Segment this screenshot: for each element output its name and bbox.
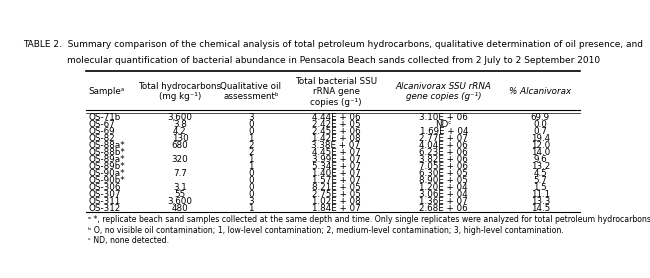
Text: OS-307: OS-307: [88, 190, 121, 199]
Text: 0: 0: [248, 169, 254, 178]
Text: 4.2: 4.2: [173, 127, 187, 136]
Text: 4.44E + 06: 4.44E + 06: [312, 113, 360, 122]
Text: 19.4: 19.4: [530, 134, 550, 143]
Text: 3.06E + 04: 3.06E + 04: [419, 190, 468, 199]
Text: 3.10E + 06: 3.10E + 06: [419, 113, 468, 122]
Text: 5.7: 5.7: [533, 176, 547, 185]
Text: 8.21E + 05: 8.21E + 05: [311, 183, 360, 192]
Text: OS-90a*: OS-90a*: [88, 169, 125, 178]
Text: 2.77E + 07: 2.77E + 07: [419, 134, 468, 143]
Text: 13.3: 13.3: [530, 197, 550, 206]
Text: ᵃ *, replicate beach sand samples collected at the same depth and time. Only sin: ᵃ *, replicate beach sand samples collec…: [88, 215, 650, 224]
Text: 1.40E + 07: 1.40E + 07: [311, 169, 360, 178]
Text: NDᶜ: NDᶜ: [436, 120, 452, 129]
Text: 3,600: 3,600: [168, 197, 192, 206]
Text: 1: 1: [248, 162, 254, 171]
Text: % Alcanivorax: % Alcanivorax: [509, 87, 571, 96]
Text: 1.69E + 04: 1.69E + 04: [419, 127, 468, 136]
Text: 11.1: 11.1: [530, 190, 550, 199]
Text: Alcanivorax SSU rRNA
gene copies (g⁻¹): Alcanivorax SSU rRNA gene copies (g⁻¹): [396, 82, 491, 101]
Text: TABLE 2.  Summary comparison of the chemical analysis of total petroleum hydroca: TABLE 2. Summary comparison of the chemi…: [23, 40, 643, 49]
Text: 4.04E + 06: 4.04E + 06: [419, 141, 468, 150]
Text: 0: 0: [248, 127, 254, 136]
Text: 69.9: 69.9: [530, 113, 550, 122]
Text: 55: 55: [174, 190, 185, 199]
Text: OS-71b: OS-71b: [88, 113, 120, 122]
Text: OS-312: OS-312: [88, 204, 120, 213]
Text: 0.0: 0.0: [533, 120, 547, 129]
Text: 0: 0: [248, 183, 254, 192]
Text: 0: 0: [248, 120, 254, 129]
Text: 3.82E + 06: 3.82E + 06: [419, 155, 468, 164]
Text: 1.57E + 07: 1.57E + 07: [311, 176, 360, 185]
Text: Qualitative oil
assessmentᵇ: Qualitative oil assessmentᵇ: [220, 82, 281, 101]
Text: 3: 3: [248, 113, 254, 122]
Text: Total hydrocarbons
(mg kg⁻¹): Total hydrocarbons (mg kg⁻¹): [138, 82, 222, 101]
Text: OS-311: OS-311: [88, 197, 120, 206]
Text: OS-89b*: OS-89b*: [88, 162, 125, 171]
Text: 0: 0: [248, 190, 254, 199]
Text: Total bacterial SSU
rRNA gene
copies (g⁻¹): Total bacterial SSU rRNA gene copies (g⁻…: [295, 77, 377, 106]
Text: OS-90b*: OS-90b*: [88, 176, 125, 185]
Text: 480: 480: [172, 204, 188, 213]
Text: 6.30E + 05: 6.30E + 05: [419, 169, 468, 178]
Text: 1.5: 1.5: [534, 183, 547, 192]
Text: 7.7: 7.7: [173, 169, 187, 178]
Text: 13.2: 13.2: [530, 162, 550, 171]
Text: ᶜ ND, none detected.: ᶜ ND, none detected.: [88, 236, 170, 245]
Text: 320: 320: [172, 155, 188, 164]
Text: 2.75E + 05: 2.75E + 05: [311, 190, 360, 199]
Text: 3.38E + 07: 3.38E + 07: [311, 141, 361, 150]
Text: 3,600: 3,600: [168, 113, 192, 122]
Text: 2.42E + 05: 2.42E + 05: [311, 120, 360, 129]
Text: Sampleᵃ: Sampleᵃ: [88, 87, 125, 96]
Text: 1.42E + 08: 1.42E + 08: [311, 134, 360, 143]
Text: 3: 3: [248, 197, 254, 206]
Text: 0.7: 0.7: [533, 127, 547, 136]
Text: 3.99E + 07: 3.99E + 07: [311, 155, 360, 164]
Text: 6.23E + 06: 6.23E + 06: [419, 148, 468, 157]
Text: 2.45E + 06: 2.45E + 06: [311, 127, 360, 136]
Text: 130: 130: [172, 134, 188, 143]
Text: 4.5: 4.5: [534, 169, 547, 178]
Text: 680: 680: [172, 141, 188, 150]
Text: 14.0: 14.0: [530, 148, 550, 157]
Text: 2: 2: [248, 141, 254, 150]
Text: OS-88a*: OS-88a*: [88, 141, 125, 150]
Text: OS-82: OS-82: [88, 134, 115, 143]
Text: 7.05E + 06: 7.05E + 06: [419, 162, 468, 171]
Text: 8.90E + 05: 8.90E + 05: [419, 176, 468, 185]
Text: OS-306: OS-306: [88, 183, 121, 192]
Text: 1: 1: [248, 134, 254, 143]
Text: OS-67: OS-67: [88, 120, 115, 129]
Text: 0: 0: [248, 176, 254, 185]
Text: 12.0: 12.0: [530, 141, 550, 150]
Text: molecular quantification of bacterial abundance in Pensacola Beach sands collect: molecular quantification of bacterial ab…: [66, 56, 600, 65]
Text: OS-88b*: OS-88b*: [88, 148, 125, 157]
Text: 1.20E + 04: 1.20E + 04: [419, 183, 468, 192]
Text: OS-69: OS-69: [88, 127, 115, 136]
Text: 2: 2: [248, 148, 254, 157]
Text: 1.84E + 07: 1.84E + 07: [311, 204, 360, 213]
Text: 1: 1: [248, 204, 254, 213]
Text: 3.8: 3.8: [173, 120, 187, 129]
Text: 5.34E + 07: 5.34E + 07: [311, 162, 360, 171]
Text: ᵇ O, no visible oil contamination; 1, low-level contamination; 2, medium-level c: ᵇ O, no visible oil contamination; 1, lo…: [88, 225, 564, 235]
Text: 1.02E + 08: 1.02E + 08: [311, 197, 360, 206]
Text: 4.45E + 07: 4.45E + 07: [311, 148, 360, 157]
Text: 14.5: 14.5: [530, 204, 550, 213]
Text: 1: 1: [248, 155, 254, 164]
Text: 3.1: 3.1: [173, 183, 187, 192]
Text: OS-89a*: OS-89a*: [88, 155, 125, 164]
Text: 9.6: 9.6: [534, 155, 547, 164]
Text: 1.36E + 07: 1.36E + 07: [419, 197, 468, 206]
Text: 2.68E + 06: 2.68E + 06: [419, 204, 468, 213]
